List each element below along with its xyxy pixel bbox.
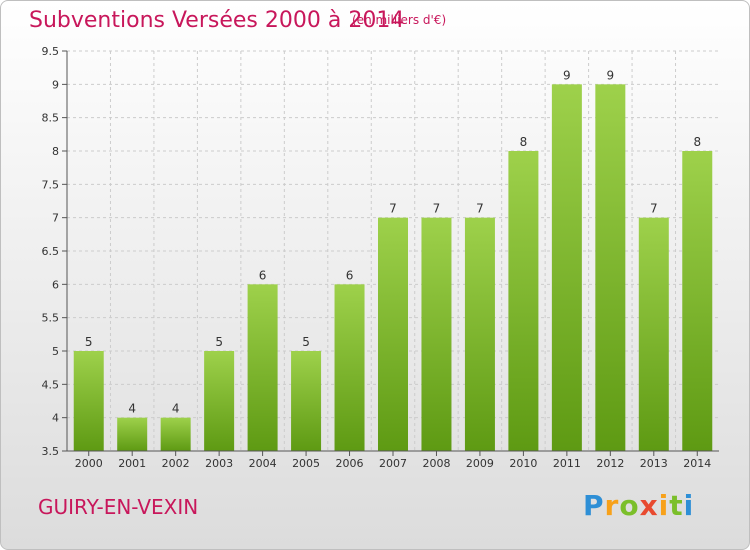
x-tick-label: 2013 bbox=[640, 457, 668, 470]
x-tick-label: 2009 bbox=[466, 457, 494, 470]
x-tick-label: 2003 bbox=[205, 457, 233, 470]
bar-value-label: 7 bbox=[650, 202, 658, 216]
bar bbox=[682, 151, 713, 451]
bar bbox=[73, 351, 104, 451]
x-tick-label: 2011 bbox=[553, 457, 581, 470]
bar-value-label: 7 bbox=[389, 202, 397, 216]
bar-value-label: 9 bbox=[607, 68, 615, 82]
x-tick-label: 2000 bbox=[75, 457, 103, 470]
bar-value-label: 9 bbox=[563, 68, 571, 82]
bar bbox=[638, 217, 669, 451]
bar bbox=[551, 84, 582, 451]
bar bbox=[160, 417, 191, 451]
y-tick-label: 8 bbox=[52, 145, 59, 158]
bar bbox=[595, 84, 626, 451]
axes: 3.5 4 4.5 5 5.5 6 6.5 7 7.5 8 8.5 9 9.5 2000 2001 2002 2… bbox=[42, 45, 719, 470]
commune-name: GUIRY-EN-VEXIN bbox=[38, 495, 199, 519]
bar bbox=[508, 151, 539, 451]
y-tick-label: 6.5 bbox=[42, 245, 60, 258]
bar bbox=[204, 351, 235, 451]
unit-note: (en milliers d'€) bbox=[352, 13, 447, 27]
bar-value-label: 8 bbox=[693, 135, 701, 149]
bar bbox=[378, 217, 408, 451]
bar bbox=[117, 417, 148, 451]
y-tick-label: 8.5 bbox=[42, 112, 60, 125]
bar-chart: 5 4 4 5 6 5 6 7 7 7 8 9 9 7 8 3.5 4 4.5 5 5.5 6 6.5 7 7.5 8 8.5 9… bbox=[42, 45, 719, 470]
y-tick-label: 6 bbox=[52, 278, 59, 291]
bar bbox=[421, 217, 452, 451]
y-tick-label: 4.5 bbox=[42, 378, 60, 391]
y-tick-label: 4 bbox=[52, 412, 59, 425]
x-tick-label: 2014 bbox=[683, 457, 711, 470]
bar bbox=[291, 351, 322, 451]
x-tick-label: 2002 bbox=[162, 457, 190, 470]
x-tick-label: 2005 bbox=[292, 457, 320, 470]
bar-value-label: 5 bbox=[85, 335, 93, 349]
y-tick-label: 5.5 bbox=[42, 312, 60, 325]
bar bbox=[464, 217, 495, 451]
y-tick-label: 7.5 bbox=[42, 178, 60, 191]
bar-value-label: 7 bbox=[476, 202, 484, 216]
y-tick-label: 9.5 bbox=[42, 45, 60, 58]
y-tick-label: 9 bbox=[52, 78, 59, 91]
bar-value-label: 4 bbox=[128, 402, 136, 416]
y-tick-label: 7 bbox=[52, 212, 59, 225]
bar-value-label: 6 bbox=[346, 268, 354, 282]
x-tick-label: 2004 bbox=[249, 457, 277, 470]
bar-value-label: 7 bbox=[433, 202, 441, 216]
y-tick-label: 3.5 bbox=[42, 445, 60, 458]
x-tick-label: 2006 bbox=[336, 457, 364, 470]
bar-value-label: 6 bbox=[259, 268, 267, 282]
bar-value-label: 5 bbox=[302, 335, 310, 349]
bar-value-label: 8 bbox=[520, 135, 528, 149]
chart-title: Subventions Versées 2000 à 2014 bbox=[29, 8, 405, 33]
x-tick-label: 2012 bbox=[596, 457, 624, 470]
x-tick-label: 2010 bbox=[509, 457, 537, 470]
bars: 5 4 4 5 6 5 6 7 7 7 8 9 9 7 8 bbox=[73, 68, 713, 451]
bar bbox=[247, 284, 278, 451]
proxiti-logo: Proxiti bbox=[583, 489, 695, 522]
bar-value-label: 5 bbox=[215, 335, 223, 349]
y-tick-label: 5 bbox=[52, 345, 59, 358]
bar bbox=[334, 284, 365, 451]
x-tick-label: 2008 bbox=[422, 457, 450, 470]
x-tick-label: 2007 bbox=[379, 457, 407, 470]
x-tick-label: 2001 bbox=[118, 457, 146, 470]
bar-value-label: 4 bbox=[172, 402, 180, 416]
